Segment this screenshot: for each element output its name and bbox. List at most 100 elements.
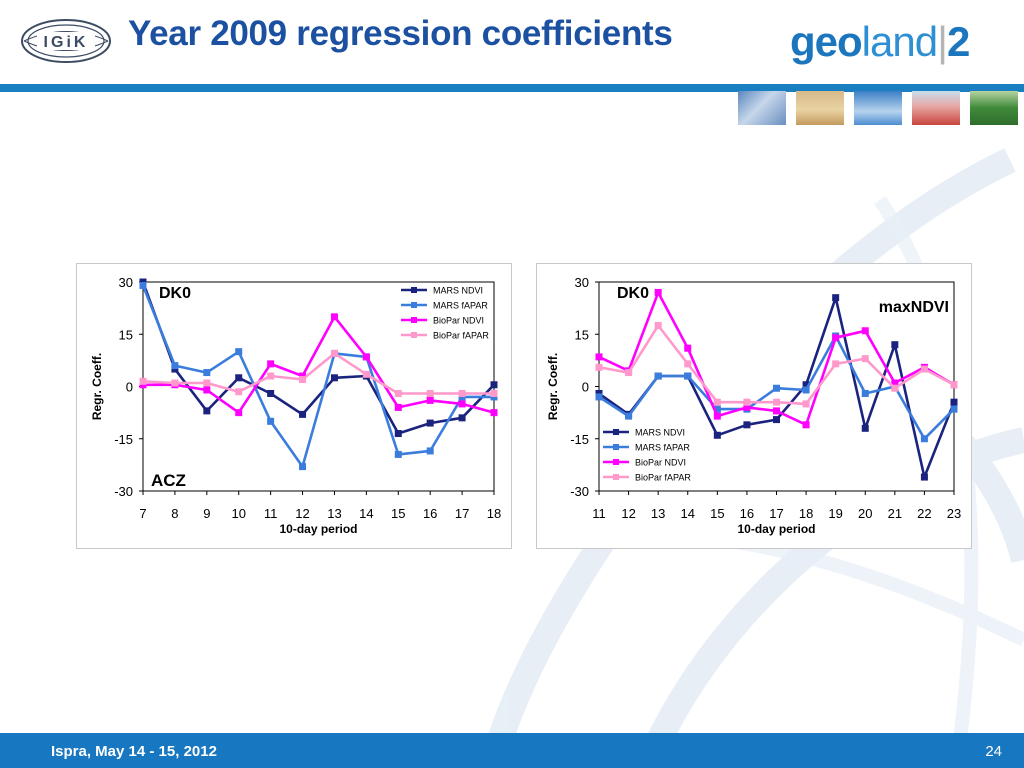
data-point bbox=[654, 372, 662, 380]
data-point bbox=[861, 327, 869, 335]
x-tick-label: 12 bbox=[621, 506, 635, 521]
chart-legend: MARS NDVI MARS fAPAR BioPar NDVI BioPar fAP… bbox=[401, 286, 489, 341]
photo-clouds bbox=[738, 91, 786, 125]
data-point bbox=[394, 389, 402, 397]
data-point bbox=[267, 360, 275, 368]
data-point bbox=[490, 389, 498, 397]
legend-label: BioPar fAPAR bbox=[635, 473, 691, 483]
x-axis-label: 10-day period bbox=[279, 522, 357, 536]
chart-annotation: DK0 bbox=[617, 285, 649, 302]
data-point bbox=[684, 344, 692, 352]
data-point bbox=[299, 463, 307, 471]
x-tick-label: 10 bbox=[231, 506, 245, 521]
y-tick-label: 0 bbox=[582, 380, 589, 395]
y-tick-label: -15 bbox=[570, 432, 589, 447]
x-tick-label: 11 bbox=[592, 506, 606, 521]
data-point bbox=[362, 353, 370, 361]
series-line bbox=[141, 281, 495, 435]
igik-logo: IGiK bbox=[21, 19, 111, 63]
legend-label: BioPar fAPAR bbox=[433, 331, 489, 341]
data-point bbox=[394, 450, 402, 458]
data-point bbox=[595, 363, 603, 371]
chart-annotation: DK0 bbox=[159, 285, 191, 302]
data-point bbox=[299, 410, 307, 418]
x-tick-label: 15 bbox=[710, 506, 724, 521]
data-point bbox=[595, 393, 603, 401]
data-point bbox=[394, 403, 402, 411]
x-tick-label: 20 bbox=[858, 506, 872, 521]
series-line bbox=[143, 315, 495, 414]
legend-label: MARS NDVI bbox=[433, 286, 483, 296]
data-point bbox=[595, 353, 603, 361]
data-point bbox=[362, 370, 370, 378]
data-point bbox=[684, 360, 692, 368]
data-point bbox=[832, 360, 840, 368]
data-point bbox=[832, 334, 840, 342]
data-point bbox=[713, 412, 721, 420]
data-point bbox=[920, 365, 928, 373]
legend-label: BioPar NDVI bbox=[635, 458, 686, 468]
page-number: 24 bbox=[985, 743, 1002, 760]
data-point bbox=[861, 424, 869, 432]
data-point bbox=[235, 409, 243, 417]
x-tick-label: 7 bbox=[139, 506, 146, 521]
data-point bbox=[773, 398, 780, 406]
data-point bbox=[394, 430, 402, 438]
x-tick-label: 17 bbox=[455, 506, 469, 521]
photo-desert bbox=[796, 91, 844, 125]
data-point bbox=[743, 403, 751, 411]
header-bar bbox=[0, 84, 1024, 92]
series-line bbox=[141, 285, 494, 468]
data-point bbox=[950, 381, 958, 389]
series-biopar-fapar bbox=[139, 349, 498, 397]
y-tick-label: 30 bbox=[575, 275, 589, 290]
series-biopar-ndvi bbox=[139, 313, 498, 417]
data-point bbox=[426, 389, 434, 397]
chart-legend: MARS NDVI MARS fAPAR BioPar NDVI BioPar fAP… bbox=[603, 428, 691, 483]
x-tick-label: 12 bbox=[295, 506, 309, 521]
data-point bbox=[171, 379, 179, 387]
photo-sky bbox=[854, 91, 902, 125]
data-point bbox=[139, 281, 147, 289]
x-tick-label: 18 bbox=[487, 506, 501, 521]
legend-swatch-marker bbox=[411, 332, 417, 338]
data-point bbox=[330, 349, 338, 357]
data-point bbox=[139, 377, 147, 385]
data-point bbox=[490, 409, 498, 417]
x-tick-label: 17 bbox=[769, 506, 783, 521]
data-point bbox=[203, 379, 211, 387]
data-point bbox=[802, 381, 810, 389]
y-tick-label: -30 bbox=[114, 484, 133, 499]
chart-annotation: ACZ bbox=[151, 471, 186, 490]
data-point bbox=[203, 369, 211, 377]
legend-label: MARS fAPAR bbox=[635, 443, 690, 453]
data-point bbox=[625, 412, 633, 420]
data-point bbox=[235, 388, 243, 396]
slide-title: Year 2009 regression coefficients bbox=[128, 14, 673, 53]
data-point bbox=[773, 416, 780, 424]
data-point bbox=[171, 362, 179, 370]
data-point bbox=[802, 386, 810, 394]
data-point bbox=[299, 376, 307, 384]
series-biopar-fapar bbox=[595, 322, 958, 408]
x-tick-label: 22 bbox=[917, 506, 931, 521]
data-point bbox=[426, 447, 434, 455]
data-point bbox=[267, 417, 275, 425]
x-tick-label: 15 bbox=[391, 506, 405, 521]
y-axis-label: Regr. Coeff. bbox=[546, 353, 560, 420]
x-tick-label: 9 bbox=[203, 506, 210, 521]
data-point bbox=[713, 405, 721, 413]
data-point bbox=[920, 435, 928, 443]
legend-swatch-marker bbox=[411, 287, 417, 293]
data-point bbox=[458, 400, 466, 408]
legend-label: MARS NDVI bbox=[635, 428, 685, 438]
data-point bbox=[203, 386, 211, 394]
data-point bbox=[920, 473, 928, 481]
data-point bbox=[743, 421, 751, 429]
data-point bbox=[267, 372, 275, 380]
data-point bbox=[235, 374, 243, 382]
chart-right: 30 15 0 -15 -30 11 12 13 14 15 16 17 18 19 20 21 22 23 10-… bbox=[536, 263, 972, 549]
y-tick-label: -30 bbox=[570, 484, 589, 499]
x-tick-label: 21 bbox=[888, 506, 902, 521]
